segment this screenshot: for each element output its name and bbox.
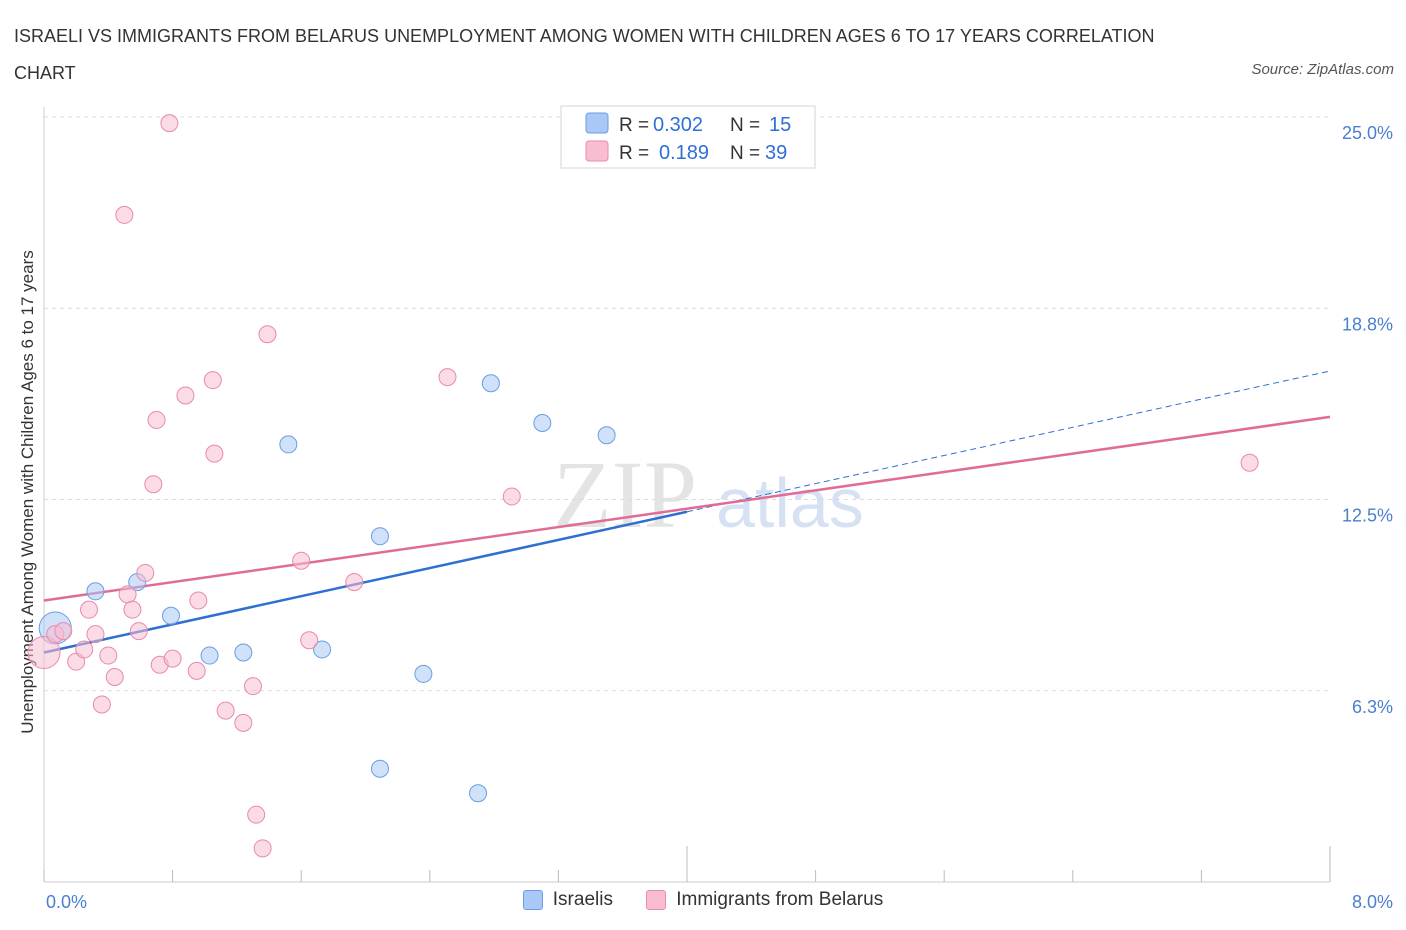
- belarus-point-33: [345, 573, 364, 592]
- belarus-point-28: [247, 805, 266, 824]
- grid-lines: [44, 116, 1330, 692]
- israelis-point-12: [481, 374, 500, 393]
- axes: [43, 107, 1331, 883]
- source-credit: Source: ZipAtlas.com: [1251, 61, 1394, 78]
- belarus-point-0: [27, 636, 61, 669]
- belarus-point-11: [118, 585, 137, 604]
- belarus-point-5: [80, 600, 99, 619]
- y-tick-label-1: 18.8%: [1342, 314, 1393, 334]
- israelis-point-7: [313, 640, 332, 659]
- israelis-point-5: [234, 643, 253, 662]
- belarus-point-31: [292, 551, 311, 570]
- legend-swatch-belarus-bottom: [646, 890, 667, 910]
- chart-title: ISRAELI VS IMMIGRANTS FROM BELARUS UNEMP…: [14, 26, 1155, 83]
- belarus-point-14: [136, 563, 155, 582]
- belarus-point-6: [86, 625, 105, 644]
- belarus-point-20: [176, 386, 195, 405]
- data-points: [27, 114, 1259, 858]
- israelis-point-8: [370, 759, 389, 778]
- belarus-trend-line: [43, 415, 1331, 602]
- israelis-point-6: [279, 435, 298, 454]
- belarus-point-24: [205, 444, 224, 463]
- belarus-point-2: [54, 622, 73, 641]
- belarus-point-36: [1240, 453, 1259, 472]
- legend-r-label-israelis: R =: [619, 115, 649, 136]
- israelis-point-4: [200, 646, 219, 665]
- belarus-point-30: [258, 325, 277, 344]
- belarus-point-9: [105, 667, 124, 686]
- israelis-point-3: [161, 606, 180, 625]
- legend-r-value-israelis: 0.302: [653, 114, 703, 136]
- legend-n-label-israelis: N =: [730, 115, 760, 136]
- belarus-point-23: [203, 371, 222, 390]
- belarus-point-18: [160, 114, 179, 133]
- x-tick-label-min: 0.0%: [46, 892, 87, 912]
- belarus-point-8: [99, 646, 118, 665]
- belarus-point-21: [187, 661, 206, 680]
- legend-swatch-israelis: [585, 112, 609, 134]
- y-tick-label-3: 6.3%: [1352, 697, 1393, 717]
- israelis-point-9: [370, 527, 389, 546]
- legend-n-value-belarus: 39: [765, 142, 787, 164]
- belarus-point-16: [147, 410, 166, 429]
- belarus-point-10: [115, 205, 134, 224]
- belarus-point-4: [75, 640, 94, 659]
- watermark-zip: ZIP: [553, 441, 697, 548]
- belarus-point-27: [243, 677, 262, 696]
- legend-r-label-belarus: R =: [619, 143, 649, 164]
- legend-swatch-belarus: [585, 140, 609, 162]
- y-tick-label-0: 25.0%: [1342, 123, 1393, 143]
- legend-item-israelis: Israelis: [522, 889, 613, 911]
- trend-lines: [43, 370, 1331, 654]
- belarus-point-13: [129, 622, 148, 641]
- y-tick-label-2: 12.5%: [1342, 506, 1393, 526]
- belarus-point-22: [189, 591, 208, 610]
- israelis-point-13: [533, 414, 552, 432]
- legend-label-belarus: Immigrants from Belarus: [676, 889, 884, 910]
- legend-item-belarus: Immigrants from Belarus: [646, 889, 883, 911]
- belarus-point-34: [438, 368, 457, 387]
- belarus-point-32: [300, 631, 319, 650]
- watermark-atlas: atlas: [716, 464, 864, 542]
- belarus-point-7: [92, 695, 111, 714]
- belarus-point-19: [163, 649, 182, 668]
- israelis-point-1: [86, 582, 105, 601]
- legend-n-value-israelis: 15: [769, 114, 791, 136]
- israelis-point-10: [414, 664, 433, 683]
- belarus-point-25: [216, 701, 235, 720]
- tick-labels: 25.0% 18.8% 12.5% 6.3% 0.0% 8.0%: [46, 123, 1393, 912]
- legend-n-label-belarus: N =: [730, 143, 760, 164]
- belarus-point-35: [502, 487, 521, 506]
- bottom-legend: Israelis Immigrants from Belarus: [0, 889, 1406, 916]
- legend-r-value-belarus: 0.189: [659, 142, 709, 164]
- belarus-point-12: [123, 600, 142, 619]
- legend-swatch-israelis-bottom: [522, 890, 543, 910]
- belarus-point-15: [144, 475, 163, 494]
- israelis-point-11: [469, 784, 488, 803]
- legend-box: R = 0.302 N = 15 R = 0.189 N = 39: [560, 105, 816, 169]
- belarus-point-26: [234, 713, 253, 732]
- legend-label-israelis: Israelis: [552, 889, 613, 910]
- x-tick-label-max: 8.0%: [1352, 892, 1393, 912]
- belarus-point-29: [253, 839, 272, 858]
- israelis-trend-line: [43, 510, 688, 654]
- israelis-point-14: [597, 426, 616, 445]
